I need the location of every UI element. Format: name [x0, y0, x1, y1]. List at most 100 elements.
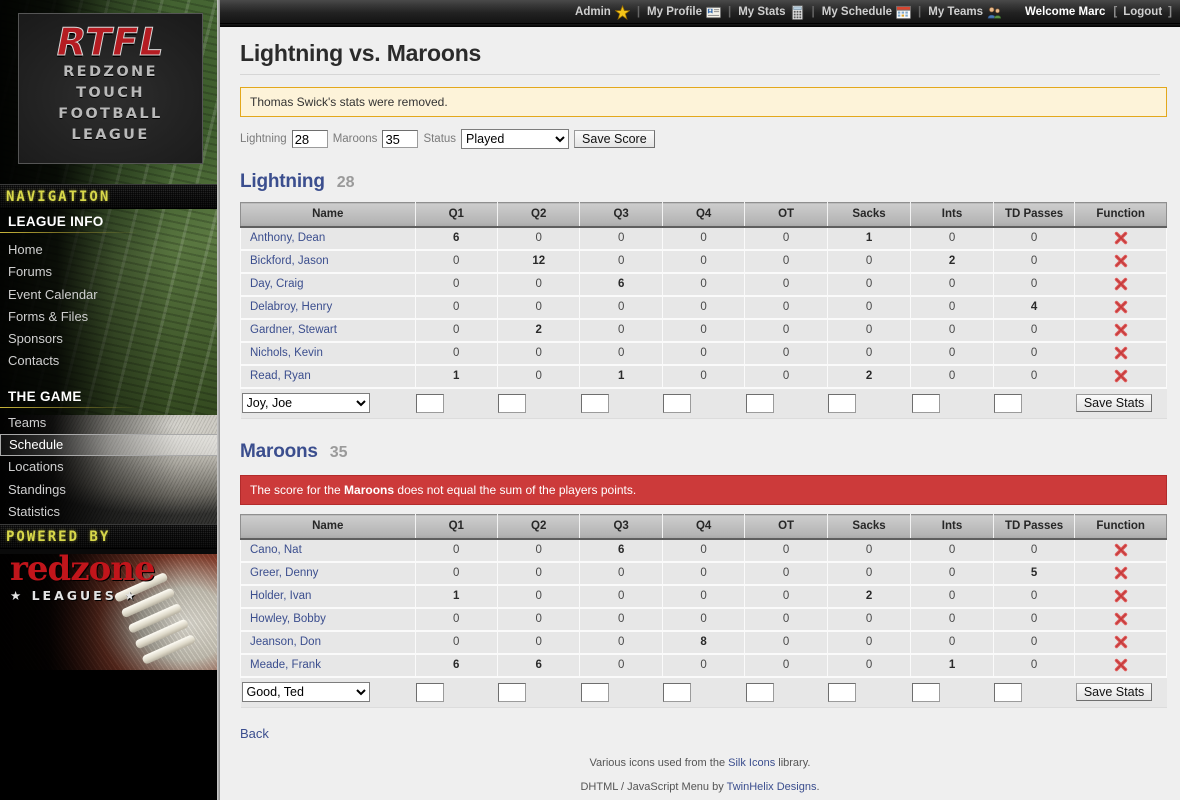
player-link[interactable]: Bickford, Jason — [250, 255, 329, 267]
cell-player-name: Howley, Bobby — [240, 607, 416, 632]
player-link[interactable]: Nichols, Kevin — [250, 347, 323, 359]
table-row: Nichols, Kevin 0 0 0 0 0 0 0 0 — [240, 341, 1167, 366]
cell-player-name: Holder, Ivan — [240, 584, 416, 609]
entry-q1-input[interactable] — [416, 393, 445, 413]
away-score-input[interactable] — [382, 130, 419, 148]
player-link[interactable]: Day, Craig — [250, 278, 304, 290]
player-link[interactable]: Gardner, Stewart — [250, 324, 337, 336]
player-select-lightning[interactable]: Joy, Joe — [241, 393, 370, 414]
delete-icon[interactable] — [1113, 346, 1129, 360]
player-link[interactable]: Delabroy, Henry — [250, 301, 333, 313]
delete-icon[interactable] — [1113, 277, 1129, 291]
player-select-maroons[interactable]: Good, Ted — [241, 682, 370, 703]
error-prefix: The score for the — [250, 483, 345, 497]
twinhelix-link[interactable]: TwinHelix Designs — [726, 781, 817, 793]
delete-icon[interactable] — [1113, 566, 1129, 580]
entry-ot-input[interactable] — [745, 393, 774, 413]
sidebar-item-home[interactable]: Home — [8, 242, 43, 257]
save-score-button[interactable]: Save Score — [574, 130, 655, 148]
silk-icons-link[interactable]: Silk Icons — [728, 757, 776, 769]
cell-ot: 0 — [744, 561, 828, 586]
player-link[interactable]: Greer, Denny — [250, 567, 319, 579]
cell-q4: 8 — [662, 630, 746, 655]
cell-ot: 0 — [744, 226, 828, 251]
save-stats-button-lightning[interactable]: Save Stats — [1075, 394, 1153, 413]
entry-q2-input[interactable] — [498, 682, 527, 702]
cell-ints: 0 — [910, 538, 994, 563]
topnav-my-schedule[interactable]: My Schedule — [815, 5, 918, 20]
home-score-input[interactable] — [291, 130, 328, 148]
redzone-leagues-logo[interactable]: redzone ★ LEAGUES ★ — [10, 549, 156, 603]
topnav-my-profile[interactable]: My Profile — [640, 5, 728, 20]
entry-q4-input[interactable] — [663, 682, 692, 702]
cell-function — [1074, 607, 1167, 632]
cell-td: 0 — [993, 272, 1076, 297]
cell-q1: 6 — [415, 226, 498, 251]
player-link[interactable]: Holder, Ivan — [250, 590, 312, 602]
navigation-banner-label: NAVIGATION — [6, 189, 111, 205]
sidebar-item-schedule[interactable]: Schedule — [0, 434, 219, 457]
delete-icon[interactable] — [1113, 658, 1129, 672]
player-link[interactable]: Meade, Frank — [250, 659, 321, 671]
entry-q2-input[interactable] — [498, 393, 527, 413]
entry-q3-input[interactable] — [580, 682, 609, 702]
sidebar-item-statistics[interactable]: Statistics — [8, 503, 61, 519]
cell-q2: 0 — [497, 295, 581, 320]
entry-ints-input[interactable] — [911, 682, 940, 702]
topnav-my-stats[interactable]: My Stats — [731, 4, 811, 20]
sidebar-item-event-calendar[interactable]: Event Calendar — [8, 286, 98, 302]
cell-q1: 0 — [415, 538, 498, 563]
logout-link[interactable]: Logout — [1123, 6, 1163, 18]
player-link[interactable]: Read, Ryan — [250, 370, 311, 382]
sidebar-item-forums[interactable]: Forums — [8, 264, 53, 280]
sidebar-section-title-league-info: LEAGUE INFO — [8, 214, 104, 229]
sidebar-item-contacts[interactable]: Contacts — [8, 353, 60, 369]
delete-icon[interactable] — [1113, 543, 1129, 557]
sidebar-item-teams[interactable]: Teams — [8, 415, 47, 430]
cell-player-name: Delabroy, Henry — [240, 295, 416, 320]
delete-icon[interactable] — [1113, 300, 1129, 314]
delete-icon[interactable] — [1113, 589, 1129, 603]
save-stats-button-maroons[interactable]: Save Stats — [1075, 683, 1153, 702]
sidebar-item-forms-files[interactable]: Forms & Files — [8, 308, 89, 324]
entry-sacks-input[interactable] — [828, 393, 857, 413]
delete-icon[interactable] — [1113, 323, 1129, 337]
page-title: Lightning vs. Maroons — [240, 40, 482, 66]
sidebar-item-sponsors[interactable]: Sponsors — [8, 331, 63, 347]
topnav-my-teams[interactable]: My Teams — [921, 5, 1009, 20]
player-link[interactable]: Jeanson, Don — [250, 636, 321, 648]
sidebar-edge — [217, 0, 220, 800]
entry-q4-input[interactable] — [663, 393, 692, 413]
calculator-icon — [790, 4, 805, 20]
entry-ot-input[interactable] — [745, 682, 774, 702]
table-row: Day, Craig 0 0 6 0 0 0 0 0 — [240, 272, 1167, 297]
player-link[interactable]: Anthony, Dean — [250, 232, 326, 244]
entry-q3-cell — [579, 676, 663, 708]
player-link[interactable]: Howley, Bobby — [250, 613, 326, 625]
league-logo[interactable]: RTFL REDZONE TOUCH FOOTBALL LEAGUE — [18, 13, 203, 164]
back-link[interactable]: Back — [240, 726, 269, 741]
cell-ints: 0 — [910, 364, 994, 389]
entry-ints-input[interactable] — [911, 393, 940, 413]
redzone-logo-word: redzone — [10, 549, 156, 589]
cell-q4: 0 — [662, 318, 746, 343]
cell-td: 5 — [993, 561, 1076, 586]
delete-icon[interactable] — [1113, 231, 1129, 245]
cell-function — [1074, 561, 1167, 586]
entry-q1-input[interactable] — [416, 682, 445, 702]
entry-sacks-input[interactable] — [828, 682, 857, 702]
delete-icon[interactable] — [1113, 635, 1129, 649]
entry-q3-input[interactable] — [580, 393, 609, 413]
cell-q1: 0 — [415, 249, 498, 274]
sidebar-item-locations[interactable]: Locations — [8, 459, 64, 475]
topnav-my-profile-label: My Profile — [647, 6, 702, 18]
entry-td-input[interactable] — [994, 682, 1023, 702]
status-select[interactable]: Played — [461, 129, 570, 149]
sidebar-item-standings[interactable]: Standings — [8, 481, 66, 497]
delete-icon[interactable] — [1113, 254, 1129, 268]
delete-icon[interactable] — [1113, 612, 1129, 626]
delete-icon[interactable] — [1113, 369, 1129, 383]
entry-td-input[interactable] — [994, 393, 1023, 413]
player-link[interactable]: Cano, Nat — [250, 544, 302, 556]
topnav-admin[interactable]: Admin — [568, 4, 637, 20]
